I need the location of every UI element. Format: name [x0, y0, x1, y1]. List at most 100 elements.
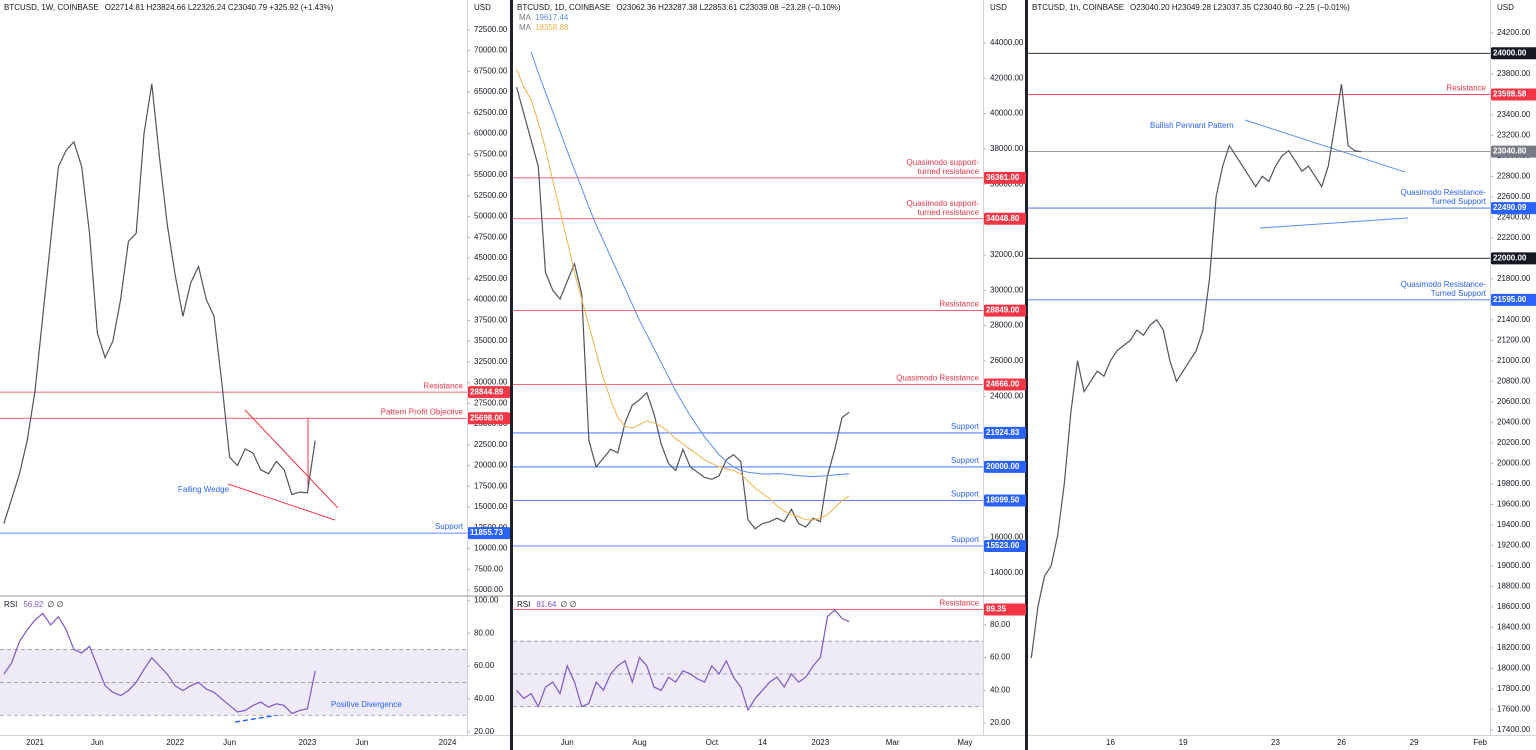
y-tick-label: 80.00 — [474, 628, 495, 637]
level-label: Support — [951, 535, 980, 544]
ma-legend: MA 18358.88 — [519, 23, 569, 32]
legend-value: 56.92 — [23, 600, 44, 609]
ma-name: MA — [519, 23, 532, 32]
axis-unit: USD — [990, 3, 1007, 12]
y-tick-label: 20000.00 — [474, 461, 508, 470]
y-tick-label: 20.00 — [990, 718, 1011, 727]
price-box-label: 28849.00 — [986, 306, 1020, 315]
axis-unit: USD — [1497, 3, 1514, 12]
level-label: Quasimodo Resistance- — [1401, 280, 1487, 289]
wedge-line — [227, 483, 336, 521]
pane-header: RSI 56.92 ∅ ∅ — [4, 600, 64, 609]
price-box-label: 34048.80 — [986, 214, 1020, 223]
price-box — [468, 412, 510, 425]
price-box — [984, 540, 1026, 553]
pane-title: BTCUSD, 1W, COINBASE — [4, 3, 99, 12]
price-box-label: 11855.73 — [470, 528, 503, 537]
y-tick-label: 17500.00 — [474, 481, 508, 490]
price-box-label: 22490.09 — [1493, 203, 1527, 212]
level-label: Turned Support — [1431, 197, 1487, 206]
y-tick-label: 15000.00 — [474, 502, 508, 511]
y-tick-label: 20.00 — [474, 727, 495, 736]
annotation: Falling Wedge — [178, 485, 230, 494]
price-line — [1030, 84, 1362, 659]
price-box-label: 18099.50 — [986, 496, 1020, 505]
y-tick-label: 60.00 — [474, 661, 495, 670]
y-tick-label: 60000.00 — [474, 129, 508, 138]
y-tick-label: 21200.00 — [1497, 335, 1531, 344]
pane-title: RSI — [4, 600, 17, 609]
x-tick-label: 2022 — [166, 738, 184, 747]
pennant-line — [1244, 119, 1406, 173]
price-box-label: 23040.80 — [1493, 147, 1527, 156]
price-box-label: 15523.00 — [986, 541, 1020, 550]
rsi-line — [516, 609, 850, 712]
x-tick-label: Jun — [223, 738, 236, 747]
y-tick-label: 30000.00 — [474, 378, 508, 387]
x-tick-label: Jun — [91, 738, 104, 747]
pane-title: BTCUSD, 1h, COINBASE — [1032, 3, 1124, 12]
pane-header: BTCUSD, 1D, COINBASE O23062.36 H23287.38 … — [517, 3, 841, 12]
ma-legend: MA 19617.44 — [519, 13, 569, 22]
price-box-label: 24666.00 — [986, 380, 1020, 389]
level-label: Turned Support — [1431, 289, 1487, 298]
level-label: turned resistance — [918, 208, 980, 217]
ohlc-values: O23040.20 H23049.28 L23037.35 C23040.80 … — [1130, 3, 1350, 12]
price-box-label: 24000.00 — [1493, 48, 1527, 57]
x-tick-label: 29 — [1410, 738, 1419, 747]
y-tick-label: 17800.00 — [1497, 684, 1531, 693]
price-box — [984, 171, 1026, 184]
price-box — [1491, 145, 1536, 158]
y-tick-label: 24200.00 — [1497, 28, 1531, 37]
y-tick-label: 50000.00 — [474, 212, 508, 221]
x-tick-label: Jun — [561, 738, 574, 747]
y-tick-label: 23200.00 — [1497, 130, 1531, 139]
price-box-label: 36361.00 — [986, 173, 1020, 182]
axis-unit: USD — [474, 3, 491, 12]
ohlc-values: O23062.36 H23287.38 L22853.61 C23039.08 … — [616, 3, 841, 12]
y-tick-label: 19800.00 — [1497, 479, 1531, 488]
y-tick-label: 45000.00 — [474, 253, 508, 262]
ohlc-values: O22714.81 H23824.66 L22326.24 C23040.79 … — [105, 3, 334, 12]
y-tick-label: 40000.00 — [990, 109, 1024, 118]
x-tick-label: Jun — [355, 738, 368, 747]
price-box — [984, 378, 1026, 391]
y-tick-label: 23400.00 — [1497, 110, 1531, 119]
x-tick-label: Mar — [886, 738, 900, 747]
y-tick-label: 16000.00 — [990, 533, 1024, 542]
price-box — [984, 426, 1026, 439]
y-tick-label: 47500.00 — [474, 232, 508, 241]
price-line — [516, 86, 850, 530]
annotation: Bullish Pennant Pattern — [1150, 121, 1234, 130]
annotation: Positive Divergence — [331, 700, 402, 709]
x-tick-label: 2023 — [811, 738, 829, 747]
y-tick-label: 65000.00 — [474, 87, 508, 96]
y-tick-label: 20400.00 — [1497, 417, 1531, 426]
price-box — [1491, 88, 1536, 101]
y-tick-label: 20600.00 — [1497, 397, 1531, 406]
price-box — [468, 527, 510, 540]
y-tick-label: 22400.00 — [1497, 212, 1531, 221]
price-box — [1491, 293, 1536, 306]
y-tick-label: 14000.00 — [990, 568, 1024, 577]
ma-value: 18358.88 — [535, 23, 569, 32]
rsi-line — [3, 612, 316, 715]
price-box — [984, 304, 1026, 317]
level-label: Quasimodo support- — [907, 199, 980, 208]
y-tick-label: 20200.00 — [1497, 438, 1531, 447]
y-tick-label: 52500.00 — [474, 191, 508, 200]
price-box-label: 89.35 — [986, 605, 1007, 614]
y-tick-label: 40.00 — [474, 694, 495, 703]
y-tick-label: 22500.00 — [474, 440, 508, 449]
y-tick-label: 44000.00 — [990, 38, 1024, 47]
level-label: Resistance — [939, 599, 979, 608]
y-tick-label: 42000.00 — [990, 73, 1024, 82]
price-box — [984, 603, 1026, 616]
y-tick-label: 21000.00 — [1497, 356, 1531, 365]
ma-name: MA — [519, 13, 532, 22]
price-box-label: 23598.58 — [1493, 90, 1527, 99]
y-tick-label: 27500.00 — [474, 398, 508, 407]
y-tick-label: 7500.00 — [474, 564, 503, 573]
x-tick-label: 2024 — [439, 738, 457, 747]
pane-title: RSI — [517, 600, 530, 609]
